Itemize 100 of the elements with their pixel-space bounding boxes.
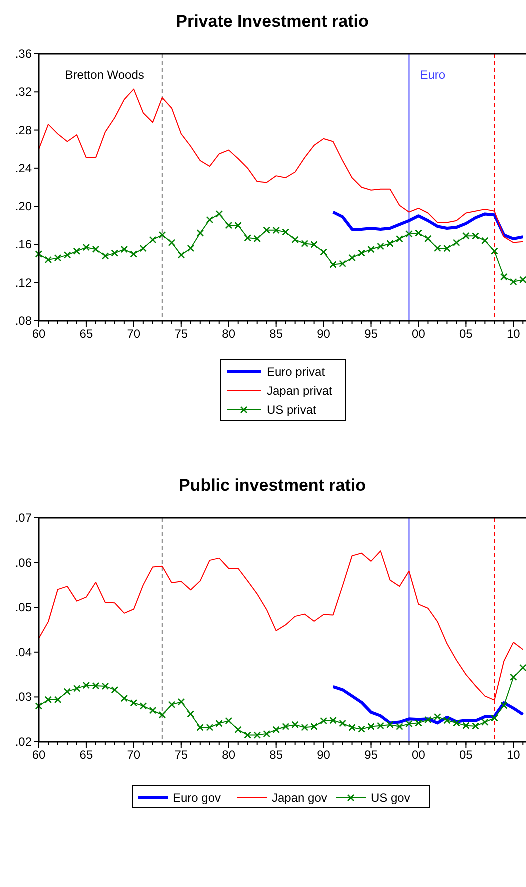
point xyxy=(168,701,176,708)
point xyxy=(54,696,62,704)
point xyxy=(292,721,299,729)
point xyxy=(520,276,526,284)
x-tick-label: 95 xyxy=(364,748,378,762)
point xyxy=(415,230,422,237)
legend-label: US privat xyxy=(267,403,318,417)
point xyxy=(358,250,366,257)
x-tick-label: 90 xyxy=(317,748,331,762)
point xyxy=(510,674,518,682)
point xyxy=(339,260,346,268)
point xyxy=(368,246,375,254)
point xyxy=(406,720,413,728)
point xyxy=(111,250,119,257)
x-tick-label: 80 xyxy=(222,748,236,762)
x-tick-label: 95 xyxy=(364,327,378,341)
x-tick-label: 00 xyxy=(412,748,426,762)
point xyxy=(377,722,384,730)
point xyxy=(140,244,148,252)
point xyxy=(130,250,138,258)
point xyxy=(254,732,261,739)
point xyxy=(263,730,270,738)
x-tick-label: 70 xyxy=(127,748,141,762)
point xyxy=(92,246,100,254)
point xyxy=(348,724,356,732)
point xyxy=(206,216,214,224)
point xyxy=(196,230,204,237)
point xyxy=(444,244,451,252)
point xyxy=(216,720,224,728)
point xyxy=(510,278,518,286)
x-tick-label: 90 xyxy=(317,327,331,341)
point xyxy=(292,236,299,244)
legend-label: Japan gov xyxy=(272,791,328,805)
x-tick-label: 75 xyxy=(174,748,188,762)
y-tick-label: .02 xyxy=(15,735,32,749)
ref-line-label: Euro xyxy=(420,68,446,82)
y-tick-label: .12 xyxy=(15,276,32,290)
x-tick-label: 65 xyxy=(80,748,94,762)
point xyxy=(406,230,413,238)
point xyxy=(196,724,204,732)
y-tick-label: .05 xyxy=(15,600,32,615)
point xyxy=(368,723,375,730)
x-tick-label: 60 xyxy=(32,748,46,762)
point xyxy=(44,696,52,704)
point xyxy=(82,244,90,252)
y-tick-label: .06 xyxy=(15,556,32,570)
y-tick-label: .24 xyxy=(15,161,32,176)
point xyxy=(54,254,62,262)
point xyxy=(178,698,186,706)
y-tick-label: .08 xyxy=(15,314,32,328)
point xyxy=(158,232,166,239)
point xyxy=(244,732,252,739)
point xyxy=(272,726,280,734)
point xyxy=(120,246,128,254)
point xyxy=(282,723,290,730)
point xyxy=(396,235,404,243)
point xyxy=(168,239,176,246)
point xyxy=(254,235,261,243)
point xyxy=(310,241,318,248)
point xyxy=(424,235,432,243)
x-tick-label: 85 xyxy=(270,327,284,341)
x-tick-label: 05 xyxy=(460,748,474,762)
point xyxy=(102,682,110,690)
point xyxy=(377,242,384,250)
point xyxy=(44,256,52,264)
x-tick-label: 60 xyxy=(32,327,46,341)
point xyxy=(178,252,186,259)
point xyxy=(216,210,224,218)
point xyxy=(82,682,90,690)
point xyxy=(234,726,242,734)
y-tick-label: .04 xyxy=(15,645,32,660)
point xyxy=(348,254,356,262)
point xyxy=(396,723,404,730)
point xyxy=(482,237,489,245)
point xyxy=(282,228,290,236)
point xyxy=(386,721,394,729)
x-tick-label: 05 xyxy=(460,327,474,341)
point xyxy=(64,252,72,259)
point xyxy=(149,236,157,244)
x-tick-label: 10 xyxy=(506,748,521,762)
chart-title: Private Investment ratio xyxy=(176,12,369,31)
point xyxy=(424,716,432,724)
point xyxy=(462,232,470,240)
x-tick-label: 85 xyxy=(270,748,284,762)
x-tick-label: 80 xyxy=(222,327,236,341)
point xyxy=(206,724,214,732)
chart-title: Public investment ratio xyxy=(178,476,366,495)
point xyxy=(472,232,480,240)
point xyxy=(320,717,328,725)
point xyxy=(462,722,470,730)
y-tick-label: .32 xyxy=(15,85,32,100)
point xyxy=(482,718,489,726)
point xyxy=(187,244,195,252)
y-tick-label: .20 xyxy=(15,200,32,214)
y-tick-label: .16 xyxy=(15,238,32,252)
point xyxy=(330,261,337,268)
point xyxy=(73,248,81,256)
point xyxy=(330,716,337,724)
point xyxy=(149,706,157,714)
point xyxy=(102,252,110,260)
